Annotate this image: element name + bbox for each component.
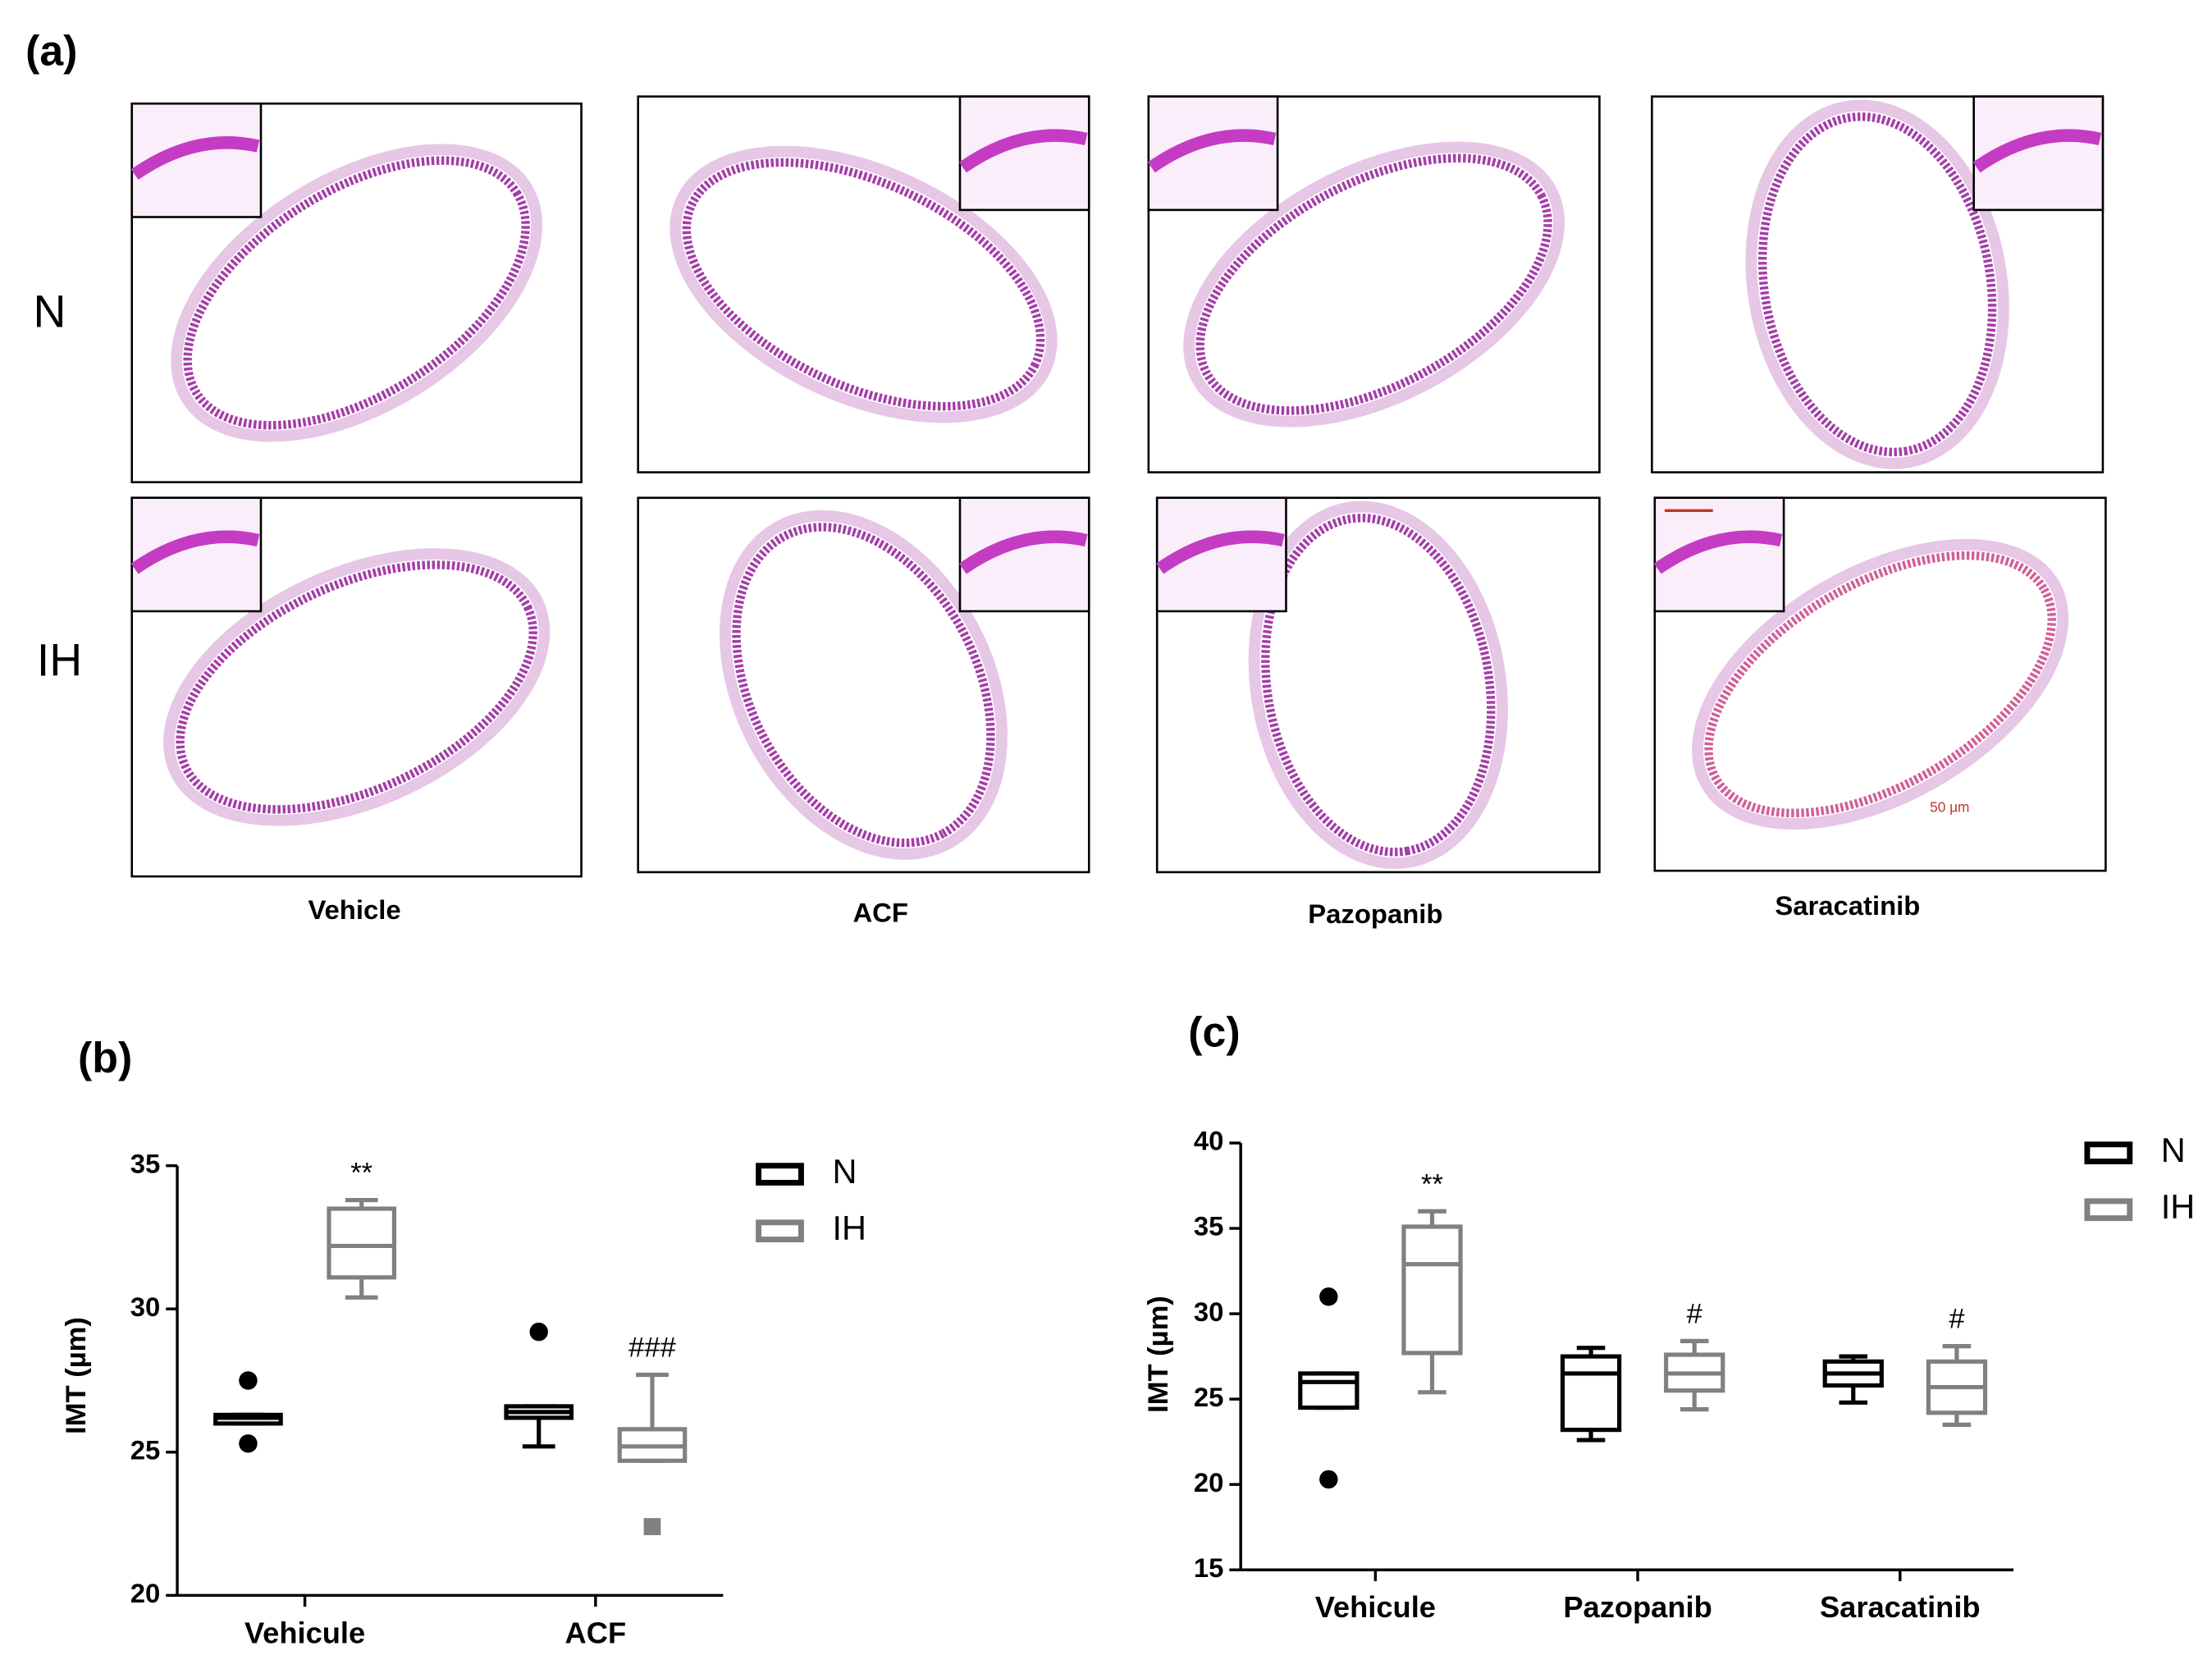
vessel-adventitia — [1745, 99, 2009, 469]
micrographs — [130, 95, 2107, 878]
legend-swatch — [2084, 1141, 2133, 1164]
legend-label: IH — [832, 1209, 866, 1247]
legend-swatch — [756, 1219, 804, 1243]
x-tick-label: Vehicule — [245, 1616, 365, 1649]
y-tick-label: 35 — [130, 1148, 161, 1178]
row-label: IH — [37, 635, 82, 686]
y-axis-label: IMT (µm) — [1143, 1296, 1174, 1413]
y-tick-label: 30 — [1194, 1296, 1224, 1327]
inset-wall — [130, 136, 260, 181]
vessel-wall — [183, 156, 530, 430]
inset-wall — [959, 530, 1088, 574]
significance: ** — [350, 1158, 372, 1189]
vessel-adventitia — [720, 510, 1008, 860]
vessel-wall — [1758, 112, 1997, 457]
vessel-wall — [1261, 514, 1496, 857]
vessel-adventitia — [670, 145, 1058, 423]
box — [1298, 1371, 1360, 1410]
inset-wall — [1972, 129, 2102, 173]
column-label: Saracatinib — [1775, 890, 1920, 921]
inset-wall — [959, 129, 1088, 173]
inset-wall — [1147, 129, 1277, 173]
inset-wall — [1156, 530, 1285, 574]
vessel-adventitia — [163, 548, 551, 826]
y-axis-label: IMT (µm) — [61, 1317, 92, 1434]
vessel-adventitia — [171, 144, 543, 442]
outlier — [1319, 1470, 1338, 1489]
column-label: Vehicle — [308, 894, 400, 925]
vessel-adventitia — [1692, 538, 2069, 830]
legend-label: N — [832, 1152, 857, 1191]
legend-swatch — [756, 1163, 804, 1186]
box — [1560, 1354, 1622, 1433]
vessel-wall — [682, 158, 1045, 411]
scale-bar-label: 50 µm — [1930, 799, 1969, 816]
outlier — [1319, 1287, 1338, 1306]
outlier — [239, 1371, 258, 1390]
vessel-adventitia — [1248, 501, 1508, 870]
y-tick-label: 35 — [1194, 1211, 1224, 1241]
inset-wall — [130, 530, 260, 574]
column-label: ACF — [852, 897, 907, 927]
box — [1401, 1224, 1463, 1356]
vessel-wall — [176, 560, 537, 814]
significance: ** — [1421, 1168, 1443, 1200]
significance: ### — [628, 1333, 676, 1364]
row-label: N — [34, 286, 66, 336]
x-tick-label: Pazopanib — [1563, 1590, 1712, 1624]
outlier — [239, 1434, 258, 1453]
vessel-adventitia — [1183, 141, 1565, 427]
panel-label: (c) — [1188, 1008, 1240, 1055]
panel-label: (a) — [25, 26, 77, 74]
significance: # — [1949, 1304, 1965, 1335]
legend-label: N — [2161, 1131, 2186, 1169]
y-tick-label: 15 — [1194, 1552, 1224, 1583]
legend-label: IH — [2161, 1187, 2195, 1226]
y-tick-label: 25 — [130, 1434, 161, 1465]
x-tick-label: ACF — [565, 1616, 627, 1649]
y-tick-label: 25 — [1194, 1382, 1224, 1412]
column-label: Pazopanib — [1308, 898, 1442, 929]
inset-wall — [1653, 530, 1783, 574]
x-tick-label: Saracatinib — [1820, 1590, 1981, 1624]
inset — [130, 102, 263, 218]
box — [327, 1206, 397, 1280]
significance: # — [1687, 1298, 1703, 1329]
outlier — [529, 1322, 548, 1342]
outlier — [643, 1518, 661, 1535]
y-tick-label: 20 — [130, 1578, 161, 1608]
legend-swatch — [2084, 1198, 2133, 1222]
x-tick-label: Vehicule — [1315, 1590, 1436, 1624]
y-tick-label: 30 — [130, 1292, 161, 1322]
y-tick-label: 40 — [1194, 1126, 1224, 1156]
y-tick-label: 20 — [1194, 1467, 1224, 1497]
panel-label: (b) — [78, 1033, 132, 1081]
vessel-wall — [1195, 153, 1552, 415]
